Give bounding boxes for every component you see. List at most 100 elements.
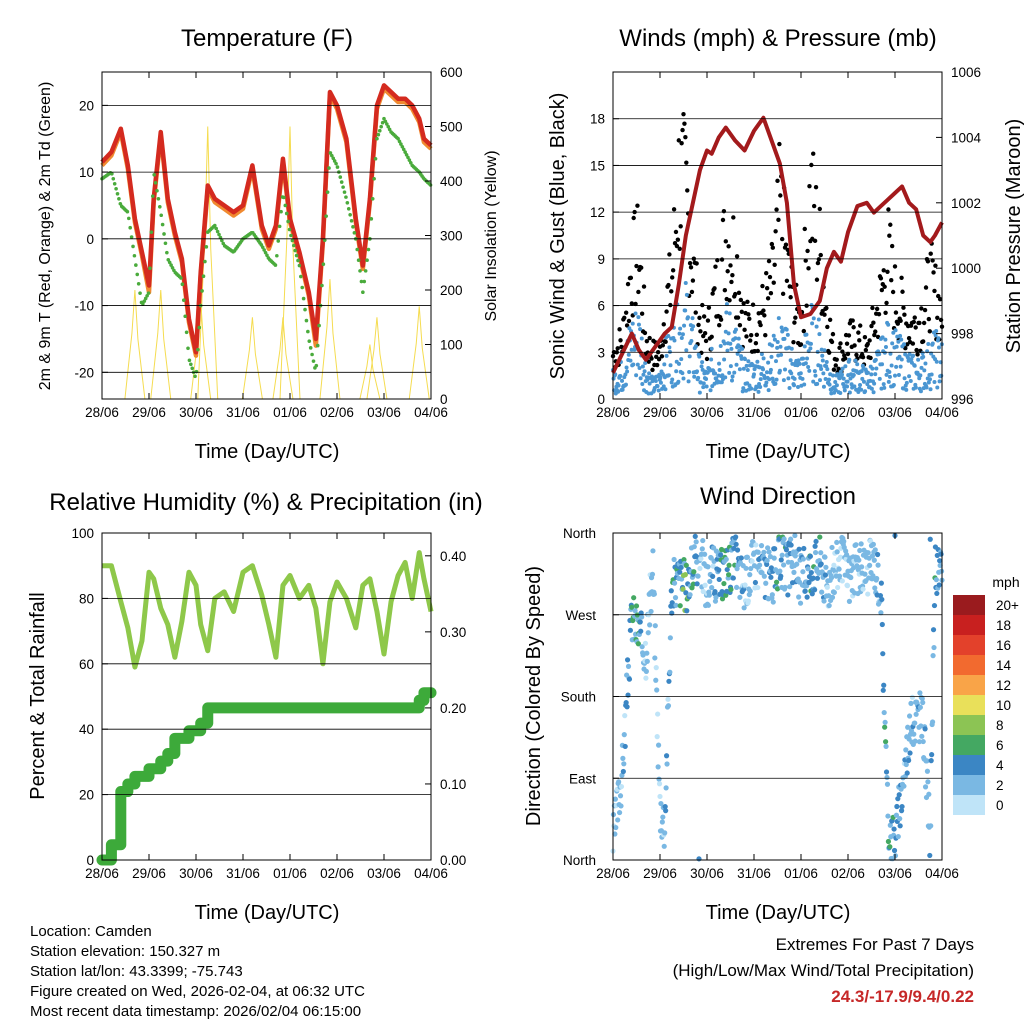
gust-point (737, 323, 743, 328)
gust-point (857, 338, 862, 343)
direction-point (792, 532, 798, 539)
sonic-point (725, 348, 730, 353)
direction-point (836, 566, 842, 572)
elevation-text: Station elevation: 150.327 m (30, 943, 221, 960)
sonic-point (934, 329, 939, 334)
gust-point (856, 330, 861, 335)
gust-point (765, 296, 771, 301)
sonic-point (628, 358, 633, 363)
precip-y2-tick-label: 0.00 (440, 853, 466, 868)
direction-point (878, 580, 884, 586)
gust-point (784, 278, 790, 283)
gust-point (846, 333, 852, 338)
gust-point (702, 330, 708, 336)
gust-point (886, 207, 891, 212)
direction-point (818, 561, 824, 567)
sonic-point (683, 308, 688, 313)
dewpoint-point (141, 301, 145, 306)
direction-point (650, 548, 656, 554)
dewpoint-point (346, 207, 351, 211)
direction-point (835, 584, 841, 591)
direction-point (773, 579, 780, 585)
sonic-point (680, 371, 685, 376)
sonic-point (618, 374, 623, 379)
gust-point (919, 306, 924, 311)
gust-point (753, 340, 759, 346)
dewpoint-point (160, 222, 165, 227)
gust-point (811, 203, 817, 209)
dewpoint-point (138, 291, 142, 295)
direction-point (691, 569, 697, 575)
sonic-point (809, 302, 814, 307)
sonic-point (870, 366, 875, 371)
dewpoint-point (366, 247, 371, 252)
sonic-point (859, 387, 864, 392)
sonic-point (655, 384, 660, 389)
direction-y-tick-label: South (561, 690, 596, 705)
direction-point (716, 567, 722, 573)
direction-point (705, 602, 712, 608)
direction-point (881, 682, 887, 688)
insolation-spike (319, 279, 341, 400)
direction-point (764, 557, 770, 564)
direction-point (809, 591, 815, 597)
sonic-point (692, 374, 697, 379)
direction-point (719, 596, 726, 602)
gust-point (833, 363, 838, 368)
sonic-point (761, 367, 766, 372)
sonic-point (684, 348, 689, 353)
dewpoint-point (310, 352, 314, 357)
humidity-y-tick-label: 80 (79, 591, 94, 606)
temperature-x-tick-label: 28/06 (85, 405, 119, 420)
gust-point (803, 258, 808, 263)
insolation-y2-tick-label: 500 (440, 120, 463, 135)
temperature-x-tick-label: 03/06 (367, 405, 401, 420)
sonic-point (811, 379, 816, 384)
dewpoint-point (279, 209, 283, 214)
direction-point (741, 605, 747, 611)
gust-point (733, 291, 738, 297)
direction-point (883, 769, 890, 775)
sonic-point (737, 367, 742, 372)
gust-point (777, 141, 782, 147)
temperature-x-tick-label: 31/06 (226, 405, 260, 420)
sonic-point (690, 316, 695, 321)
direction-point (782, 584, 788, 590)
direction-point (654, 687, 660, 693)
gust-point (900, 289, 905, 294)
sonic-point (658, 380, 663, 385)
extremes-values: 24.3/-17.9/9.4/0.22 (831, 987, 974, 1006)
humidity-frame (101, 532, 432, 861)
direction-point (936, 582, 942, 588)
dewpoint-point (126, 216, 131, 221)
gust-point (806, 266, 811, 271)
gust-point (928, 251, 933, 256)
gust-point (844, 341, 850, 346)
winds-x-tick-label: 30/06 (690, 405, 724, 420)
legend-label: 10 (996, 698, 1011, 713)
sonic-point (634, 373, 639, 378)
sonic-point (779, 352, 784, 357)
sonic-point (663, 387, 668, 392)
direction-point (879, 596, 885, 603)
sonic-point (709, 357, 714, 362)
winds-panel: Winds (mph) & Pressure (mb) 0 3 6 9 12 15 18 99… (547, 25, 1024, 463)
sonic-point (840, 366, 845, 371)
sonic-point (697, 354, 702, 359)
direction-point (928, 823, 934, 829)
gust-point (642, 330, 648, 336)
winds-x-tick-label: 29/06 (643, 405, 677, 420)
gust-point (906, 335, 912, 341)
direction-point (620, 768, 626, 775)
insolation-spike (124, 289, 146, 400)
created-text: Figure created on Wed, 2026-02-04, at 06… (30, 983, 365, 1000)
direction-point (644, 650, 650, 656)
direction-point (883, 743, 889, 749)
pressure-y2-tick-label: 1000 (951, 261, 981, 276)
direction-point (755, 549, 761, 555)
humidity-x-tick-label: 30/06 (179, 866, 213, 881)
insolation-y2-tick-label: 400 (440, 174, 463, 189)
direction-point (880, 651, 886, 657)
sonic-point (821, 384, 826, 389)
